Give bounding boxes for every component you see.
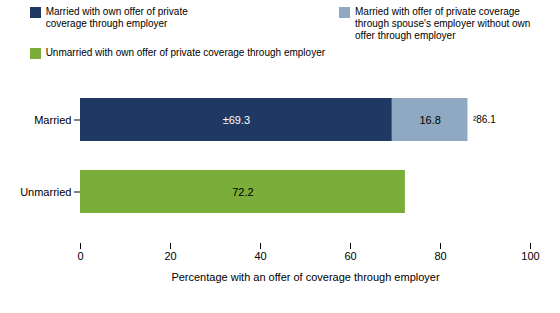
html-text:Married with own offer of priv: Married with own offer of private covera…: [45, 6, 188, 29]
svg-text:±69.3: ±69.3: [223, 114, 250, 126]
html-text:Married with offer of private: Married with offer of private coverage t…: [355, 6, 531, 41]
svg-text:²86.1: ²86.1: [473, 114, 496, 125]
html-text:Unmarried with own offer of pr: Unmarried with own offer of private cove…: [45, 47, 325, 58]
svg-text:80: 80: [434, 250, 446, 262]
svg-text:20: 20: [164, 250, 176, 262]
svg-text:16.8: 16.8: [419, 114, 440, 126]
svg-text:100: 100: [521, 250, 539, 262]
svg-text:40: 40: [254, 250, 266, 262]
svg-text:60: 60: [344, 250, 356, 262]
svg-text:0: 0: [77, 250, 83, 262]
svg-text:72.2: 72.2: [232, 186, 253, 198]
svg-text:Married: Married: [34, 114, 71, 126]
svg-text:Percentage with an offer of co: Percentage with an offer of coverage thr…: [171, 271, 440, 283]
svg-text:Unmarried: Unmarried: [20, 186, 71, 198]
